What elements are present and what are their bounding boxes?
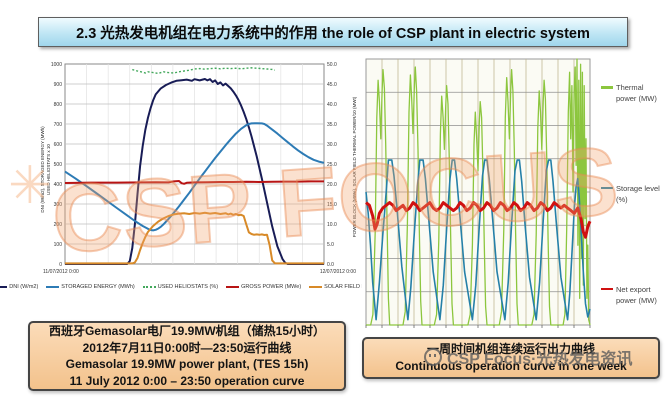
svg-text:1000: 1000 <box>51 62 62 68</box>
legend-label-solar-field-power: SOLAR FIELD POWER (MWt) <box>324 284 399 290</box>
svg-text:12/07/2012 0:00: 12/07/2012 0:00 <box>320 269 356 275</box>
svg-text:20.0: 20.0 <box>327 182 337 188</box>
legend-item-gross-power: GROSS POWER (MWe) <box>226 284 301 290</box>
svg-text:900: 900 <box>54 82 63 88</box>
svg-text:50.0: 50.0 <box>327 62 337 68</box>
storage-level-line-swatch <box>601 186 613 190</box>
svg-text:500: 500 <box>54 162 63 168</box>
caption-line: 一周时间机组连续运行出力曲线 <box>426 342 595 356</box>
gross-power-line-swatch <box>226 286 240 288</box>
solar-field-power-line-swatch <box>309 286 323 288</box>
svg-text:35.0: 35.0 <box>327 122 337 128</box>
svg-text:11/07/2012 0:00: 11/07/2012 0:00 <box>43 269 79 275</box>
daily-operation-chart-box: 0 100 200 300 400 500 600 700 800 900 1000 0.0 5.0 10… <box>35 58 358 280</box>
legend-label-net-export-power: Net export power (MW) <box>616 284 657 305</box>
svg-text:15.0: 15.0 <box>327 202 337 208</box>
legend-label-used-heliostats: USED HELIOSTATS (%) <box>157 284 219 290</box>
legend-label-storage-level: Storage level (%) <box>616 183 660 204</box>
svg-text:30.0: 30.0 <box>327 142 337 148</box>
storaged-energy-line-swatch <box>46 286 60 288</box>
used-heliostats-line-swatch <box>142 286 156 288</box>
slide-title-bar: 2.3 光热发电机组在电力系统中的作用 the role of CSP plan… <box>38 17 628 47</box>
legend-item-storage-level: Storage level (%) <box>601 183 663 206</box>
legend-item-net-export-power: Net export power (MW) <box>601 284 663 307</box>
svg-text:100: 100 <box>54 242 63 248</box>
svg-text:400: 400 <box>54 182 63 188</box>
thermal-power-line-swatch <box>601 86 613 89</box>
svg-text:300: 300 <box>54 202 63 208</box>
daily-operation-chart: 0 100 200 300 400 500 600 700 800 900 1000 0.0 5.0 10… <box>43 62 356 275</box>
svg-text:5.0: 5.0 <box>327 242 334 248</box>
svg-text:600: 600 <box>54 142 63 148</box>
legend-label-dni: DNI (W/m2) <box>9 284 39 290</box>
svg-text:200: 200 <box>54 222 63 228</box>
right-chart-legend: Thermal power (MW) Storage level (%) Net… <box>601 82 663 306</box>
svg-text:10.0: 10.0 <box>327 222 337 228</box>
net-export-power-line-swatch <box>601 287 613 290</box>
legend-item-dni: DNI (W/m2) <box>0 284 38 290</box>
left-chart-legend: DNI (W/m2) STORAGED ENERGY (MWh) USED HE… <box>0 284 399 290</box>
weekly-operation-chart-box <box>362 55 596 337</box>
svg-text:25.0: 25.0 <box>327 162 337 168</box>
svg-text:800: 800 <box>54 102 63 108</box>
legend-item-storaged-energy: STORAGED ENERGY (MWh) <box>46 284 135 290</box>
left-chart-caption: 西班牙Gemasolar电厂19.9MW机组（储热15小时） 2012年7月11… <box>28 321 346 391</box>
caption-line: 西班牙Gemasolar电厂19.9MW机组（储热15小时） <box>48 324 326 338</box>
legend-label-thermal-power: Thermal power (MW) <box>616 83 657 104</box>
svg-text:0: 0 <box>59 262 62 268</box>
weekly-operation-chart <box>365 58 592 328</box>
legend-label-gross-power: GROSS POWER (MWe) <box>241 284 302 290</box>
svg-text:0.0: 0.0 <box>327 262 334 268</box>
caption-line: 11 July 2012 0:00 – 23:50 operation curv… <box>69 373 305 388</box>
caption-line: 2012年7月11日0:00时—23:50运行曲线 <box>82 340 292 355</box>
svg-text:700: 700 <box>54 122 63 128</box>
caption-line: Gemasolar 19.9MW power plant, (TES 15h) <box>65 357 309 371</box>
legend-item-solar-field-power: SOLAR FIELD POWER (MWt) <box>309 284 399 290</box>
slide-title: 2.3 光热发电机组在电力系统中的作用 the role of CSP plan… <box>76 25 590 42</box>
legend-item-thermal-power: Thermal power (MW) <box>601 82 663 105</box>
caption-line: Continuous operation curve in one week <box>395 359 627 373</box>
legend-label-storaged-energy: STORAGED ENERGY (MWh) <box>61 284 135 290</box>
legend-item-used-heliostats: USED HELIOSTATS (%) <box>142 284 219 290</box>
dni-line-swatch <box>0 286 8 288</box>
svg-text:45.0: 45.0 <box>327 82 337 88</box>
svg-text:40.0: 40.0 <box>327 102 337 108</box>
right-chart-caption: 一周时间机组连续运行出力曲线 Continuous operation curv… <box>362 337 660 379</box>
